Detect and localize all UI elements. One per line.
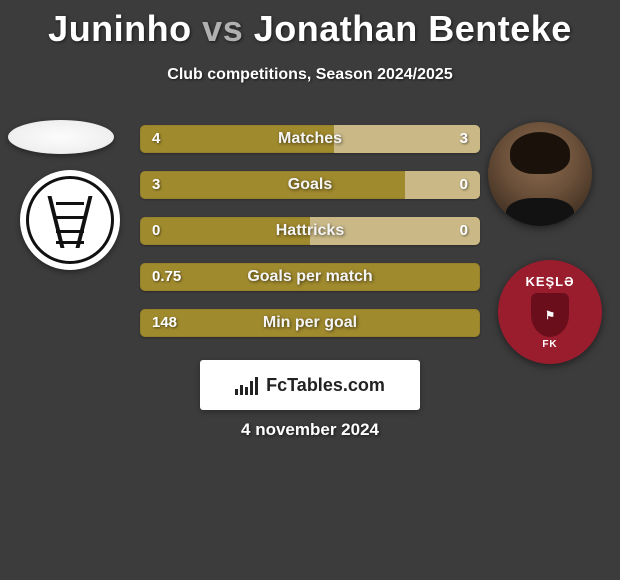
stat-right-fill — [310, 217, 480, 245]
club-right-sub: FK — [542, 339, 557, 350]
date-text: 4 november 2024 — [0, 420, 620, 440]
stat-left-value: 3 — [152, 171, 160, 199]
stat-row: 43Matches — [140, 125, 480, 153]
stat-left-value: 0.75 — [152, 263, 181, 291]
stat-left-value: 4 — [152, 125, 160, 153]
page-title: Juninho vs Jonathan Benteke — [0, 0, 620, 50]
fctables-logo: FcTables.com — [200, 360, 420, 410]
player2-name: Jonathan Benteke — [254, 8, 572, 49]
stats-bars: 43Matches30Goals00Hattricks0.75Goals per… — [140, 125, 480, 355]
subtitle: Club competitions, Season 2024/2025 — [0, 66, 620, 84]
stat-right-fill — [405, 171, 480, 199]
player2-avatar — [488, 122, 592, 226]
stat-left-value: 0 — [152, 217, 160, 245]
player1-avatar — [8, 120, 114, 154]
stat-right-value: 3 — [460, 125, 468, 153]
comparison-card: Juninho vs Jonathan Benteke Club competi… — [0, 0, 620, 580]
brand-text: FcTables.com — [266, 375, 385, 396]
stat-label: Min per goal — [140, 309, 480, 337]
neftchi-badge-inner — [26, 176, 114, 264]
stat-left-value: 148 — [152, 309, 177, 337]
oil-derrick-icon — [50, 192, 90, 248]
player1-club-badge — [20, 170, 120, 270]
player2-club-badge: KEŞLƏ ⚑ FK — [498, 260, 602, 364]
bar-chart-icon — [235, 375, 258, 395]
stat-row: 148Min per goal — [140, 309, 480, 337]
stat-row: 0.75Goals per match — [140, 263, 480, 291]
stat-right-value: 0 — [460, 217, 468, 245]
shield-icon: ⚑ — [531, 293, 569, 337]
stat-right-value: 0 — [460, 171, 468, 199]
stat-row: 00Hattricks — [140, 217, 480, 245]
stat-label: Goals per match — [140, 263, 480, 291]
stat-row: 30Goals — [140, 171, 480, 199]
vs-text: vs — [202, 8, 243, 49]
club-right-name: KEŞLƏ — [525, 274, 574, 289]
stat-right-fill — [334, 125, 480, 153]
player1-name: Juninho — [48, 8, 191, 49]
